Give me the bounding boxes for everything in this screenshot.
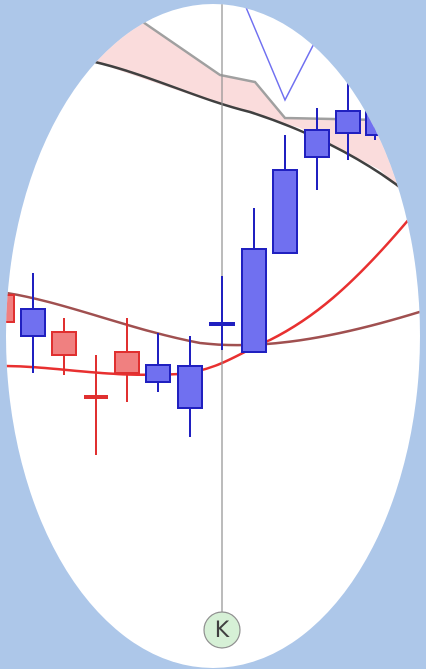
- band-fill: [95, 20, 410, 200]
- chart-view: [6, 4, 420, 612]
- candles: [6, 80, 391, 455]
- candle: [304, 129, 330, 158]
- marker-label: K: [215, 618, 230, 643]
- thin-line: [244, 4, 323, 102]
- band-lower: [94, 60, 411, 196]
- candle: [114, 351, 140, 374]
- candle: [6, 294, 15, 323]
- candle: [335, 110, 361, 134]
- candle: [51, 331, 77, 356]
- candle: [20, 308, 46, 337]
- candle: [145, 364, 171, 383]
- candle: [272, 169, 298, 254]
- moving-average-slow: [6, 290, 420, 347]
- candle: [241, 248, 267, 353]
- moving-average-fast: [6, 211, 416, 377]
- marker-circle: [203, 611, 241, 649]
- candle: [177, 365, 203, 409]
